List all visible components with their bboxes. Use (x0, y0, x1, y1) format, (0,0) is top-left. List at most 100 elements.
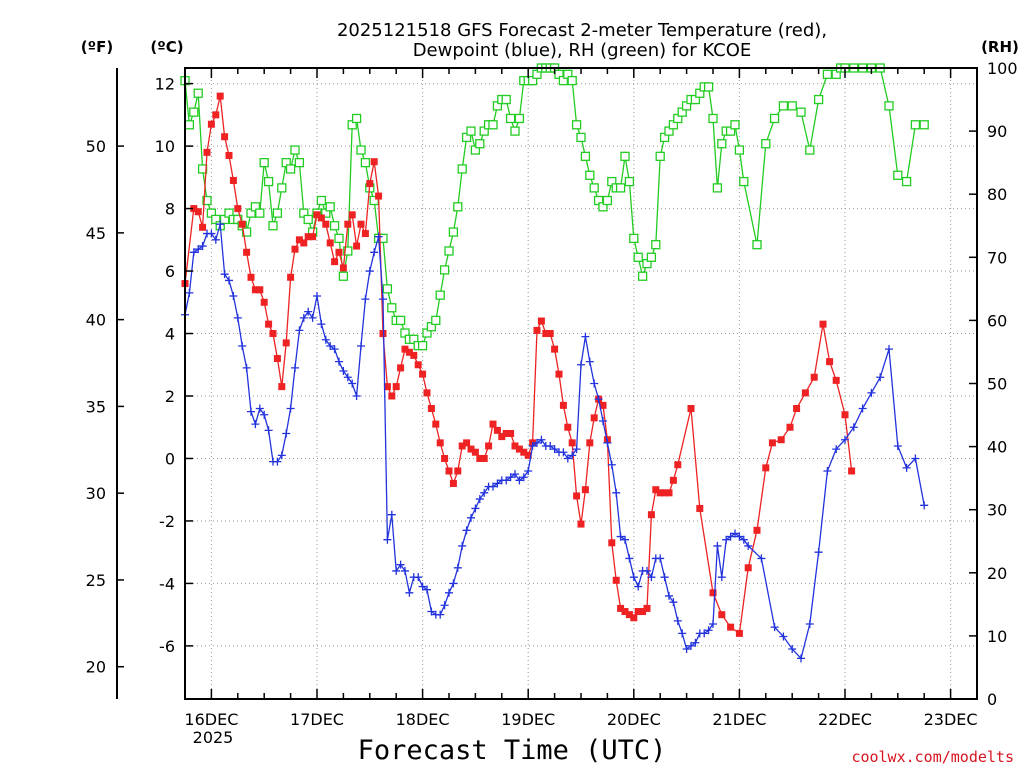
dewpoint-point (920, 501, 929, 510)
rh-point (356, 145, 366, 155)
rh-point (893, 170, 903, 180)
rh-point (316, 195, 327, 206)
dewpoint-point (255, 404, 264, 413)
rh-point (589, 183, 599, 193)
temperature-point (207, 120, 215, 128)
temperature-point (436, 439, 444, 447)
rh-point (501, 94, 511, 105)
rh-point (382, 284, 393, 294)
rh-point (268, 221, 278, 231)
dewpoint-point (876, 373, 885, 382)
dewpoint-point (739, 535, 748, 544)
temperature-point (617, 604, 625, 612)
dewpoint-point (299, 313, 308, 322)
temperature-point (427, 404, 435, 412)
temperature-point (397, 364, 405, 372)
dewpoint-point (321, 335, 330, 344)
rh-tick-label: 60 (987, 311, 1007, 330)
temperature-point (392, 383, 400, 391)
dewpoint-point (533, 438, 541, 447)
temperature-point (300, 239, 308, 247)
temperature-point (586, 439, 594, 447)
temperature-point (454, 467, 462, 475)
dewpoint-point (528, 441, 537, 450)
dewpoint-point (559, 448, 568, 457)
rh-point (822, 69, 833, 79)
temperature-point (480, 454, 488, 462)
rh-point (580, 151, 591, 161)
temperature-point (212, 111, 220, 119)
dewpoint-point (273, 457, 282, 466)
rh-point (805, 145, 815, 155)
dewpoint-point (691, 638, 700, 647)
dewpoint-point (885, 345, 893, 354)
chart-title-line1: 2025121518 GFS Forecast 2-meter Temperat… (337, 20, 827, 41)
temperature-point (388, 392, 396, 400)
fahrenheit-tick-label: 35 (86, 397, 106, 416)
dewpoint-point (471, 504, 480, 513)
dewpoint-point (546, 441, 555, 450)
rh-point (277, 183, 287, 193)
dewpoint-point (713, 541, 722, 550)
temperature-point (612, 576, 620, 584)
dewpoint-point (515, 476, 524, 485)
temperature-point (661, 489, 669, 497)
rh-point (624, 176, 635, 187)
temperature-point (520, 448, 528, 456)
temperature-point (199, 223, 207, 231)
temperature-point (669, 476, 677, 484)
rh-tick-label: 100 (987, 59, 1018, 78)
temperature-point (674, 461, 682, 469)
dewpoint-point (581, 332, 590, 341)
dewpoint-point (550, 445, 559, 454)
rh-point (637, 271, 648, 281)
dewpoint-point (383, 535, 392, 544)
temperature-point (777, 436, 785, 444)
dewpoint-point (687, 641, 695, 650)
rh-tick-label: 70 (987, 248, 1007, 267)
celsius-tick-label: 10 (155, 137, 175, 156)
rh-point (620, 151, 630, 161)
temperature-point (322, 220, 330, 228)
dewpoint-point (348, 379, 357, 388)
temperature-point (793, 404, 801, 412)
temperature-point (542, 330, 550, 338)
celsius-tick-label: -4 (159, 574, 175, 593)
fahrenheit-tick-label: 30 (86, 484, 106, 503)
dewpoint-point (189, 248, 198, 257)
temperature-point (555, 370, 563, 378)
dewpoint-point (493, 479, 502, 488)
rh-point (285, 164, 296, 174)
dewpoint-point (453, 563, 462, 572)
temperature-point (449, 479, 457, 487)
temperature-point (445, 467, 453, 475)
celsius-axis-label: (ºC) (150, 38, 183, 56)
dewpoint-point (616, 532, 625, 541)
series-dewpoint (181, 220, 929, 663)
rh-point (431, 315, 441, 326)
rh-point (752, 240, 762, 250)
dewpoint-point (572, 445, 581, 454)
temperature-point (370, 158, 378, 166)
temperature-point (221, 133, 229, 141)
dewpoint-point (445, 588, 453, 597)
rh-point (448, 227, 459, 237)
temperature-point (366, 180, 374, 188)
rh-point (514, 113, 525, 124)
rh-point (475, 139, 485, 149)
fahrenheit-tick-label: 45 (86, 224, 106, 243)
temperature-point (273, 355, 281, 363)
rh-point (329, 221, 340, 231)
rh-point (778, 101, 789, 111)
temperature-point (238, 220, 246, 228)
rh-point (263, 176, 274, 187)
rh-point (290, 145, 300, 155)
celsius-tick-label: 6 (165, 262, 175, 281)
temperature-point (735, 629, 743, 637)
dewpoint-point (427, 607, 436, 616)
temperature-point (608, 539, 616, 547)
x-tick-label: 17DEC (290, 710, 344, 729)
temperature-point (225, 151, 233, 159)
rh-tick-label: 0 (987, 690, 997, 709)
x-year-label: 2025 (193, 728, 234, 747)
